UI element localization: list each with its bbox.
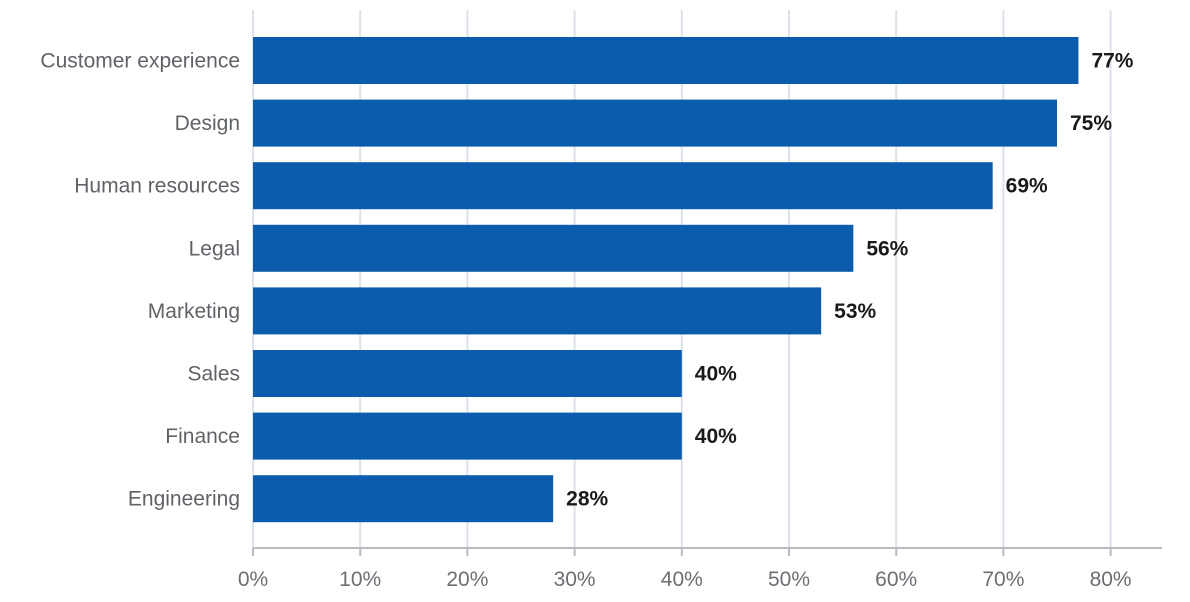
bar-layer [253, 37, 1079, 523]
bar [253, 287, 822, 335]
x-tick-label: 30% [554, 568, 596, 591]
x-tick-label: 40% [661, 568, 703, 591]
bar [253, 162, 993, 210]
label-layer: 0% 10% 20% 30% 40% 50% 60% 70% 80% Customer exper… [40, 50, 1133, 592]
category-label: Legal [189, 237, 240, 260]
x-tick-label: 10% [339, 568, 381, 591]
x-tick-label: 80% [1090, 568, 1132, 591]
data-label: 40% [695, 425, 737, 448]
data-label: 56% [866, 237, 908, 260]
data-label: 69% [1006, 175, 1048, 198]
data-label: 40% [695, 363, 737, 386]
bar [253, 99, 1057, 147]
data-label: 75% [1070, 112, 1112, 135]
x-tick-label: 20% [446, 568, 488, 591]
data-label: 28% [566, 488, 608, 511]
bar [253, 224, 854, 272]
grid-layer [252, 10, 1112, 548]
category-label: Engineering [128, 488, 240, 511]
x-tick-label: 50% [768, 568, 810, 591]
category-label: Sales [187, 363, 240, 386]
axis-layer [252, 547, 1162, 556]
bar [253, 37, 1079, 84]
category-label: Design [175, 112, 240, 135]
data-label: 53% [834, 300, 876, 323]
bar [253, 475, 554, 523]
category-label: Marketing [148, 300, 240, 323]
bar [253, 350, 682, 397]
x-tick-label: 60% [875, 568, 917, 591]
bar [253, 412, 682, 460]
data-label: 77% [1091, 50, 1133, 73]
x-tick-label: 0% [238, 568, 268, 591]
category-label: Finance [165, 425, 240, 448]
category-label: Customer experience [40, 50, 240, 73]
x-tick-label: 70% [982, 568, 1024, 591]
category-label: Human resources [74, 175, 240, 198]
